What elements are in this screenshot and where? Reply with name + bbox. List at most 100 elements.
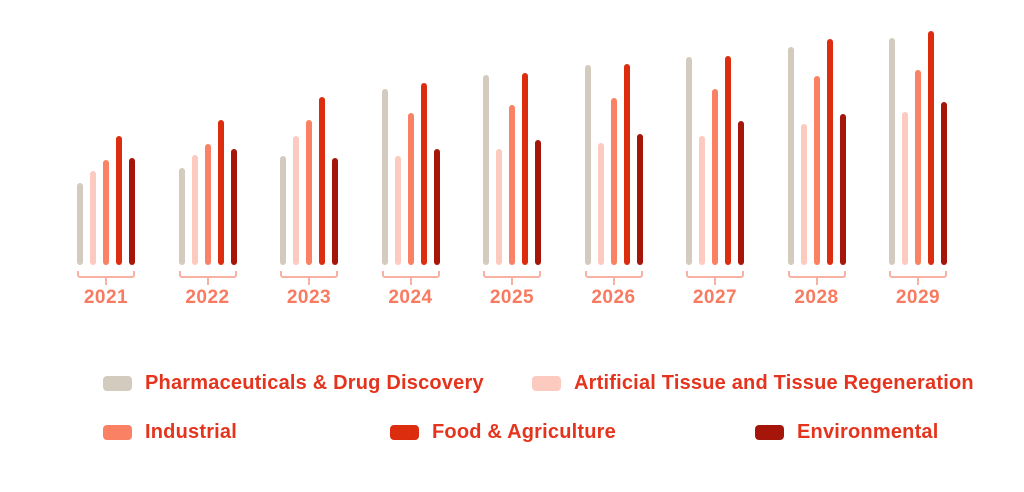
year-label: 2028 bbox=[794, 287, 839, 308]
bar-cluster bbox=[483, 30, 541, 265]
year-group-2024: 2024 bbox=[381, 30, 440, 309]
bar-artificial-tissue-and-tissue-regeneration bbox=[394, 156, 401, 265]
bracket-tick bbox=[206, 277, 209, 285]
year-group-2023: 2023 bbox=[280, 30, 338, 309]
legend-swatch-food-agriculture bbox=[390, 424, 419, 440]
bar-cluster bbox=[787, 30, 846, 265]
bar-cluster bbox=[889, 30, 947, 265]
bar-environmental bbox=[332, 158, 338, 265]
year-bracket bbox=[280, 271, 338, 285]
year-group-2021: 2021 bbox=[77, 30, 135, 309]
legend-swatch-artificial-tissue bbox=[532, 375, 561, 391]
bar-cluster bbox=[178, 30, 237, 265]
bar-chart: 2021 2022 2023 2024 2025 2026 2027 2028 2029 bbox=[77, 30, 947, 309]
bar-artificial-tissue-and-tissue-regeneration bbox=[902, 112, 908, 265]
bar-pharmaceuticals-and-drug-discovery bbox=[889, 38, 895, 265]
bar-food-and-agriculture bbox=[826, 39, 833, 265]
bar-industrial bbox=[813, 76, 820, 265]
legend-swatch-environmental bbox=[755, 424, 784, 440]
bar-artificial-tissue-and-tissue-regeneration bbox=[800, 124, 807, 265]
bar-cluster bbox=[280, 30, 338, 265]
bar-pharmaceuticals-and-drug-discovery bbox=[178, 168, 185, 265]
bar-industrial bbox=[610, 98, 617, 265]
bar-industrial bbox=[204, 144, 211, 265]
bar-pharmaceuticals-and-drug-discovery bbox=[787, 47, 794, 265]
bar-food-and-agriculture bbox=[116, 136, 122, 265]
bar-environmental bbox=[738, 121, 744, 265]
legend-swatch-industrial bbox=[103, 424, 132, 440]
bar-cluster bbox=[686, 30, 744, 265]
legend-swatch-pharmaceuticals bbox=[103, 375, 132, 391]
bracket-tick bbox=[409, 277, 412, 285]
year-label: 2026 bbox=[591, 287, 636, 308]
year-label: 2027 bbox=[692, 287, 738, 308]
bar-artificial-tissue-and-tissue-regeneration bbox=[597, 143, 604, 265]
bar-artificial-tissue-and-tissue-regeneration bbox=[699, 136, 705, 265]
bracket-tick bbox=[308, 277, 310, 285]
bar-artificial-tissue-and-tissue-regeneration bbox=[90, 171, 96, 265]
bar-industrial bbox=[306, 120, 312, 265]
legend-label: Artificial Tissue and Tissue Regeneratio… bbox=[574, 371, 974, 394]
legend-item-artificial-tissue: Artificial Tissue and Tissue Regeneratio… bbox=[532, 370, 974, 396]
year-bracket bbox=[381, 271, 440, 285]
bar-food-and-agriculture bbox=[522, 73, 528, 265]
bar-industrial bbox=[103, 160, 109, 265]
year-group-2028: 2028 bbox=[787, 30, 846, 309]
legend-label: Industrial bbox=[145, 420, 238, 443]
legend-item-pharmaceuticals: Pharmaceuticals & Drug Discovery bbox=[103, 370, 484, 396]
bar-food-and-agriculture bbox=[319, 97, 325, 265]
bar-environmental bbox=[433, 149, 440, 265]
bar-artificial-tissue-and-tissue-regeneration bbox=[191, 155, 198, 265]
bar-industrial bbox=[712, 89, 718, 265]
bar-cluster bbox=[584, 30, 643, 265]
bracket-tick bbox=[612, 277, 615, 285]
year-label: 2024 bbox=[388, 287, 433, 308]
year-bracket bbox=[178, 271, 237, 285]
bar-environmental bbox=[636, 134, 643, 265]
bar-environmental bbox=[941, 102, 947, 265]
year-label: 2029 bbox=[895, 287, 941, 308]
year-group-2022: 2022 bbox=[178, 30, 237, 309]
year-group-2029: 2029 bbox=[889, 30, 947, 309]
bar-cluster bbox=[381, 30, 440, 265]
year-bracket bbox=[889, 271, 947, 285]
bar-industrial bbox=[509, 105, 515, 265]
bar-food-and-agriculture bbox=[623, 64, 630, 265]
year-bracket bbox=[686, 271, 744, 285]
year-group-2025: 2025 bbox=[483, 30, 541, 309]
bar-cluster bbox=[77, 30, 135, 265]
legend-label: Pharmaceuticals & Drug Discovery bbox=[145, 371, 484, 394]
year-label: 2025 bbox=[489, 287, 535, 308]
bar-pharmaceuticals-and-drug-discovery bbox=[381, 89, 388, 265]
bar-industrial bbox=[915, 70, 921, 265]
year-bracket bbox=[787, 271, 846, 285]
bracket-tick bbox=[714, 277, 716, 285]
year-group-2026: 2026 bbox=[584, 30, 643, 309]
bracket-tick bbox=[511, 277, 513, 285]
legend-item-food-agriculture: Food & Agriculture bbox=[390, 419, 616, 445]
year-group-2027: 2027 bbox=[686, 30, 744, 309]
year-label: 2021 bbox=[83, 287, 129, 308]
bracket-tick bbox=[917, 277, 919, 285]
legend-item-environmental: Environmental bbox=[755, 419, 939, 445]
legend-label: Food & Agriculture bbox=[432, 420, 616, 443]
bar-industrial bbox=[407, 113, 414, 265]
bar-environmental bbox=[839, 114, 846, 265]
bar-pharmaceuticals-and-drug-discovery bbox=[584, 65, 591, 265]
bar-food-and-agriculture bbox=[420, 83, 427, 265]
bar-environmental bbox=[230, 149, 237, 265]
bar-food-and-agriculture bbox=[217, 120, 224, 265]
bracket-tick bbox=[105, 277, 107, 285]
bar-artificial-tissue-and-tissue-regeneration bbox=[293, 136, 299, 265]
year-bracket bbox=[483, 271, 541, 285]
bar-food-and-agriculture bbox=[928, 31, 934, 265]
legend-item-industrial: Industrial bbox=[103, 419, 237, 445]
year-label: 2022 bbox=[185, 287, 230, 308]
bar-environmental bbox=[535, 140, 541, 265]
bar-artificial-tissue-and-tissue-regeneration bbox=[496, 149, 502, 265]
bar-pharmaceuticals-and-drug-discovery bbox=[686, 57, 692, 265]
legend-label: Environmental bbox=[797, 420, 939, 443]
bar-pharmaceuticals-and-drug-discovery bbox=[483, 75, 489, 265]
year-label: 2023 bbox=[286, 287, 332, 308]
